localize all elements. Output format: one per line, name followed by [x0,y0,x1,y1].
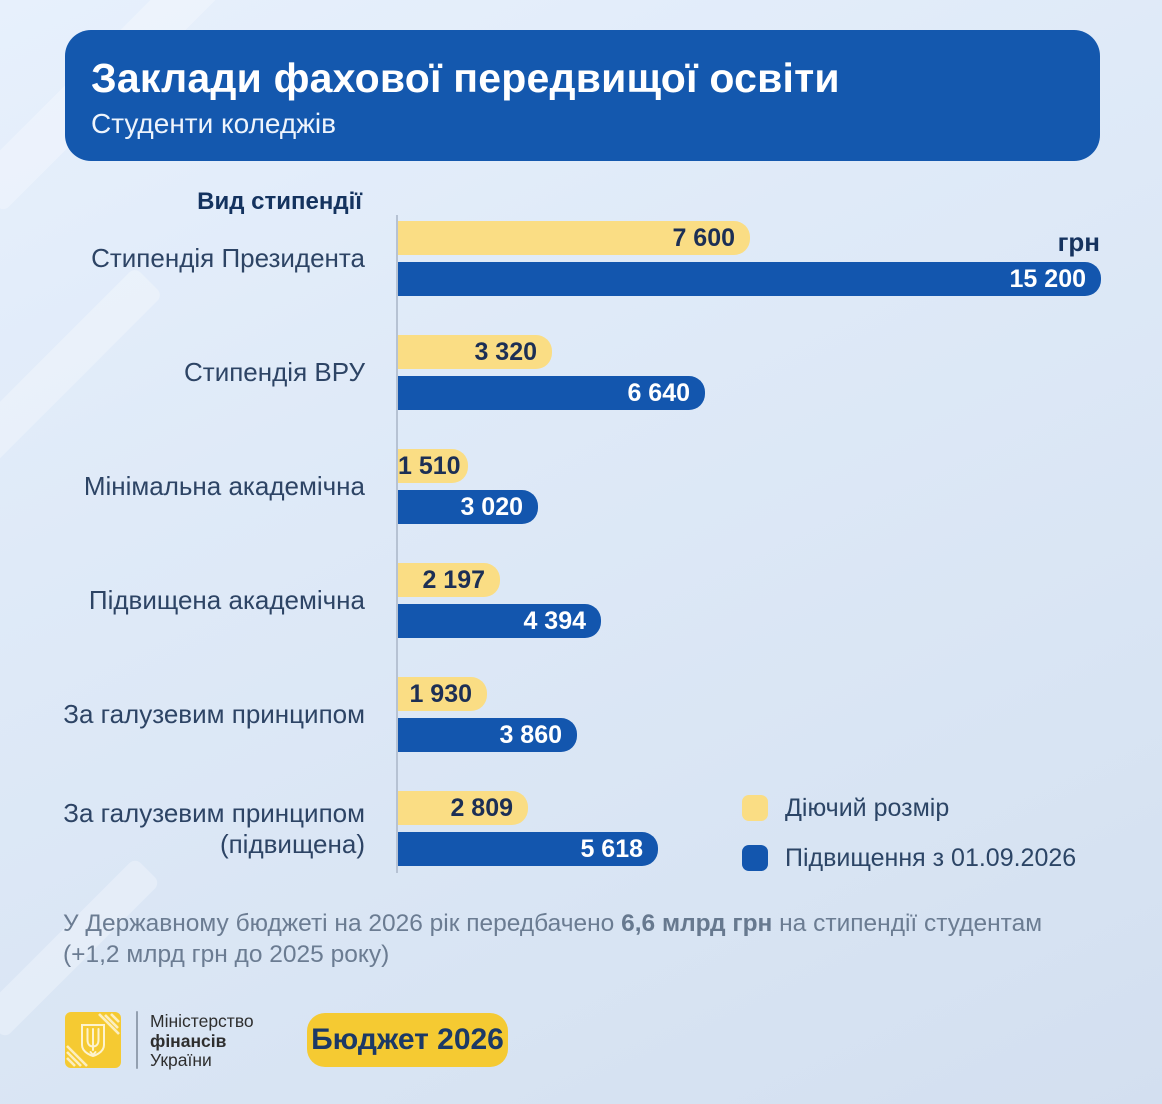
budget-2026-badge: Бюджет 2026 [307,1013,508,1067]
legend-label: Діючий розмір [785,793,950,822]
legend-item-current: Діючий розмір [742,793,1076,822]
currency-unit-label: грн [1057,227,1100,257]
bar-current-size: 3 320 [398,335,552,369]
bar-increase-2026: 3 860 [398,718,577,752]
legend-swatch-yellow [742,795,768,821]
axis-line [396,215,398,873]
legend-label: Підвищення з 01.09.2026 [785,843,1077,872]
footnote-bold-amount: 6,6 млрд грн [621,910,773,937]
bar-increase-2026: 6 640 [398,376,705,410]
category-label: За галузевим принципом [63,699,365,729]
category-label: Мінімальна академічна [83,471,365,501]
header-card: Заклади фахової передвищої освіти Студен… [65,30,1100,161]
page-title: Заклади фахової передвищої освіти [91,55,840,101]
bar-current-size: 1 510 [398,449,468,483]
bar-increase-2026: 15 200 [398,262,1101,296]
footnote-text: на стипендії студентам (+1,2 млрд грн до… [63,910,1043,968]
footnote-text: У Державному бюджеті на 2026 рік передба… [63,910,622,937]
page-subtitle: Студенти коледжів [91,108,337,139]
bar-increase-2026: 5 618 [398,832,658,866]
chart-legend: Діючий розмір Підвищення з 01.09.2026 [742,793,1077,895]
bar-current-size: 2 809 [398,791,528,825]
ministry-name: Міністерство фінансів України [150,1011,254,1071]
category-label: Стипендія ВРУ [184,357,365,387]
ministry-trident-logo-icon [65,1012,121,1068]
axis-title: Вид стипендії [197,188,362,215]
category-label: Стипендія Президента [91,243,365,273]
ministry-line: Міністерство [150,1011,254,1031]
legend-item-increase: Підвищення з 01.09.2026 [742,843,1077,872]
logo-divider [136,1011,138,1069]
bar-increase-2026: 3 020 [398,490,538,524]
budget-footnote: У Державному бюджеті на 2026 рік передба… [63,908,1073,970]
bar-current-size: 1 930 [398,677,487,711]
legend-swatch-blue [742,845,768,871]
category-label: За галузевим принципом (підвищена) [63,797,365,859]
bar-current-size: 2 197 [398,563,500,597]
bar-increase-2026: 4 394 [398,604,601,638]
bar-current-size: 7 600 [398,221,750,255]
ministry-line: України [150,1050,212,1070]
category-label: Підвищена академічна [88,585,365,615]
ministry-line: фінансів [150,1030,227,1051]
